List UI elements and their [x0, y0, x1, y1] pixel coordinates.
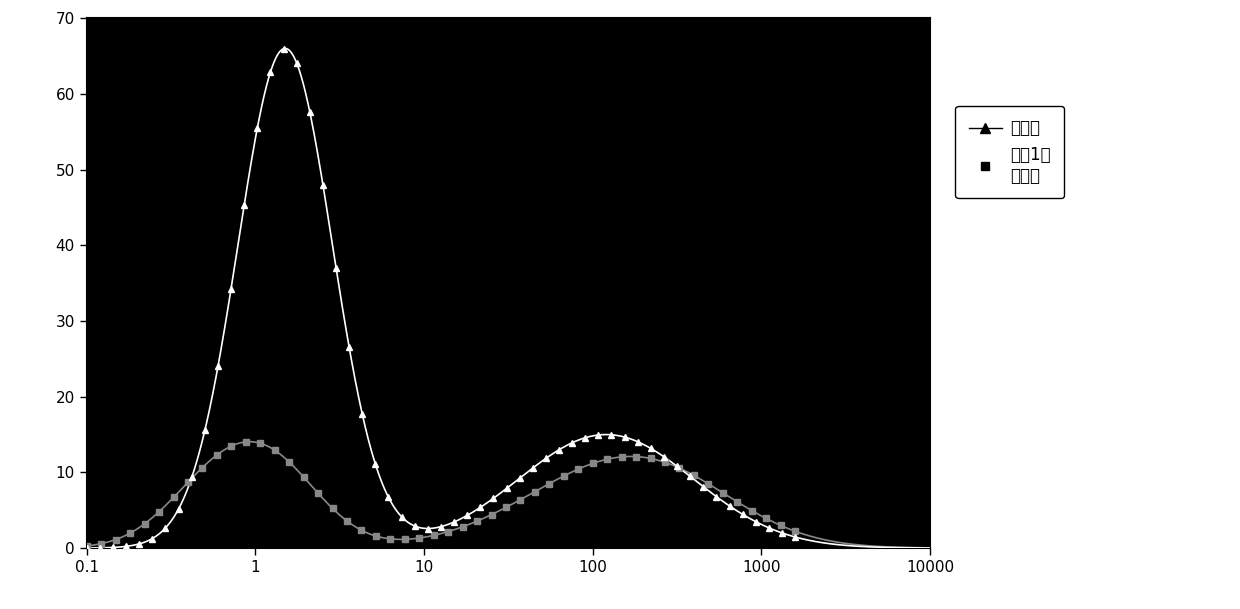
Legend: 风干样, 泡汱1天
饱和后: 风干样, 泡汱1天 饱和后: [955, 106, 1064, 198]
